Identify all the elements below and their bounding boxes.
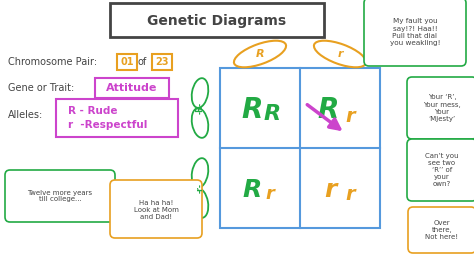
Text: Twelve more years
till college...: Twelve more years till college...	[27, 189, 92, 202]
Text: R - Rude: R - Rude	[68, 106, 118, 116]
FancyBboxPatch shape	[56, 99, 178, 137]
Text: R: R	[241, 96, 263, 124]
FancyBboxPatch shape	[364, 0, 466, 66]
FancyBboxPatch shape	[110, 3, 324, 37]
Text: r: r	[345, 185, 355, 203]
Text: My fault you
say!?! Haa!!
Pull that dial
you weakling!: My fault you say!?! Haa!! Pull that dial…	[390, 19, 440, 45]
Text: 23: 23	[155, 57, 169, 67]
Text: r: r	[345, 106, 355, 126]
Ellipse shape	[314, 41, 366, 67]
Text: of: of	[138, 57, 147, 67]
Ellipse shape	[234, 41, 286, 67]
Ellipse shape	[191, 108, 208, 138]
FancyBboxPatch shape	[220, 68, 380, 228]
Text: R: R	[255, 49, 264, 59]
FancyBboxPatch shape	[152, 54, 172, 70]
Text: r: r	[265, 185, 274, 203]
Ellipse shape	[191, 158, 208, 188]
Text: -r-: -r-	[195, 183, 204, 193]
Text: r  -Respectful: r -Respectful	[68, 120, 147, 130]
Text: Your ‘R’,
Your mess,
Your
‘Mjesty’: Your ‘R’, Your mess, Your ‘Mjesty’	[423, 94, 461, 122]
FancyBboxPatch shape	[407, 139, 474, 201]
FancyBboxPatch shape	[117, 54, 137, 70]
FancyBboxPatch shape	[407, 77, 474, 139]
Text: Attitude: Attitude	[106, 83, 158, 93]
FancyBboxPatch shape	[5, 170, 115, 222]
Text: -R-: -R-	[195, 102, 204, 114]
Text: Chromosome Pair:: Chromosome Pair:	[8, 57, 97, 67]
FancyBboxPatch shape	[95, 78, 169, 98]
FancyBboxPatch shape	[110, 180, 202, 238]
Text: Genetic Diagrams: Genetic Diagrams	[147, 14, 287, 28]
Ellipse shape	[191, 188, 208, 218]
Text: Ha ha ha!
Look at Mom
and Dad!: Ha ha ha! Look at Mom and Dad!	[134, 200, 178, 220]
Text: R: R	[317, 96, 339, 124]
Text: R: R	[264, 104, 281, 124]
Text: r: r	[337, 49, 343, 59]
Text: r: r	[324, 178, 336, 202]
Text: Can’t you
see two
‘R’’ of
your
own?: Can’t you see two ‘R’’ of your own?	[425, 153, 459, 187]
FancyBboxPatch shape	[408, 207, 474, 253]
Text: Gene or Trait:: Gene or Trait:	[8, 83, 74, 93]
Text: R: R	[242, 178, 262, 202]
Ellipse shape	[191, 78, 208, 108]
Text: Alleles:: Alleles:	[8, 110, 43, 120]
Text: 01: 01	[120, 57, 134, 67]
Text: Over
there,
Not here!: Over there, Not here!	[426, 220, 458, 240]
